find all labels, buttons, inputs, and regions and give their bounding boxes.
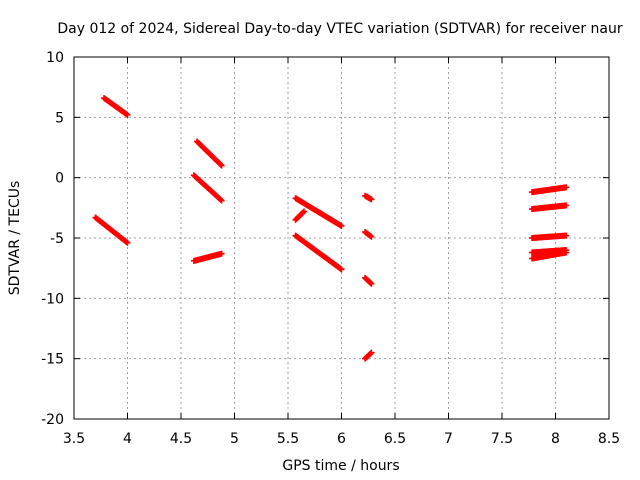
y-tick-label: -15 [41,352,64,368]
y-tick-label: 0 [55,171,64,187]
x-tick-label: 5.5 [277,431,299,447]
data-point [563,232,570,239]
data-point [367,350,374,357]
x-tick-label: 6 [337,431,346,447]
x-tick-label: 5 [230,431,239,447]
x-tick-label: 4.5 [170,431,192,447]
y-tick-label: 5 [55,110,64,126]
data-point [301,208,308,215]
data-point [563,249,570,256]
data-point [338,266,345,273]
ticks: 3.5 4 4.5 5 5.5 6 6.5 7 7.5 8 8.5 10 5 0 -5 -10 -15 -20 [41,50,620,447]
x-tick-label: 3.5 [63,431,85,447]
data-point [217,196,224,203]
data-point [218,162,225,169]
data-point [563,184,570,191]
data-point [368,233,375,240]
y-tick-label: -5 [50,231,64,247]
y-tick-label: 10 [46,50,64,66]
x-tick-label: 8.5 [598,431,620,447]
data-point [124,239,131,246]
y-tick-label: -20 [41,412,64,428]
data-points [92,95,570,362]
data-point [367,280,374,287]
x-tick-label: 4 [123,431,132,447]
data-point [368,349,375,356]
data-point [338,222,345,229]
data-point [368,280,375,287]
data-point [124,111,131,118]
grid [74,57,609,419]
data-point [218,197,225,204]
data-point [563,202,570,209]
y-tick-label: -10 [41,291,64,307]
chart-title: Day 012 of 2024, Sidereal Day-to-day VTE… [57,21,623,37]
data-point [300,209,307,216]
x-axis-label: GPS time / hours [282,458,399,474]
data-point [217,161,224,168]
data-point [218,250,225,257]
y-axis-label: SDTVAR / TECUs [7,181,23,296]
x-tick-label: 6.5 [384,431,406,447]
x-tick-label: 7 [444,431,453,447]
x-tick-label: 8 [551,431,560,447]
data-point [368,196,375,203]
x-tick-label: 7.5 [491,431,513,447]
